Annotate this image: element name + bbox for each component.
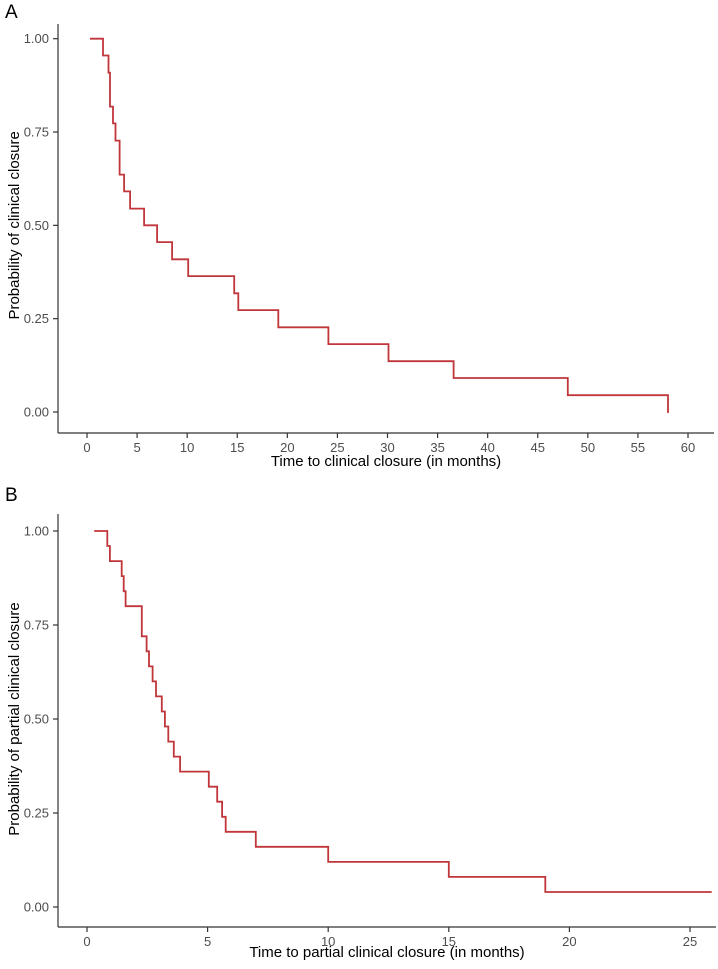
x-tick-label: 5 [204, 934, 211, 949]
x-tick-label: 0 [83, 934, 90, 949]
km-plot-clinical-closure: 0 5 10 15 20 25 30 35 40 45 50 55 60 0.00 0.25 0.50 0.75… [5, 2, 714, 470]
x-axis-title: Time to clinical closure (in months) [271, 453, 501, 470]
y-tick-label: 0.00 [24, 405, 49, 420]
y-axis-title: Probability of partial clinical closure [6, 602, 23, 835]
x-tick-label: 10 [321, 934, 335, 949]
km-plot-partial-clinical-closure: 0 5 10 15 20 25 0.00 0.25 0.50 0.75 1.00 Time to pa… [5, 485, 716, 961]
y-tick-label: 0.50 [24, 712, 49, 727]
y-tick-label: 0.25 [24, 311, 49, 326]
y-tick-label: 0.75 [24, 125, 49, 140]
x-tick-label: 10 [180, 440, 194, 455]
x-tick-label: 35 [430, 440, 444, 455]
x-tick-label: 60 [681, 440, 695, 455]
km-survival-curve [94, 530, 712, 893]
y-tick-label: 0.25 [24, 806, 49, 821]
x-tick-label: 0 [83, 440, 90, 455]
y-axis-title: Probability of clinical closure [6, 131, 23, 319]
y-tick-label: 0.00 [24, 900, 49, 915]
x-tick-label: 20 [280, 440, 294, 455]
panel-a: 0 5 10 15 20 25 30 35 40 45 50 55 60 0.00 0.25 0.50 0.75… [0, 0, 718, 480]
x-tick-label: 45 [531, 440, 545, 455]
x-tick-label: 30 [380, 440, 394, 455]
x-tick-label: 40 [480, 440, 494, 455]
x-tick-label: 25 [330, 440, 344, 455]
x-tick-label: 20 [562, 934, 576, 949]
x-tick-label: 15 [442, 934, 456, 949]
x-tick-label: 55 [631, 440, 645, 455]
y-tick-label: 1.00 [24, 524, 49, 539]
x-tick-label: 25 [683, 934, 697, 949]
y-tick-label: 0.75 [24, 618, 49, 633]
panel-letter: A [5, 2, 18, 23]
x-tick-label: 5 [133, 440, 140, 455]
x-tick-label: 50 [581, 440, 595, 455]
km-survival-curve [90, 37, 669, 413]
y-tick-label: 0.50 [24, 218, 49, 233]
x-axis-title: Time to partial clinical closure (in mon… [249, 944, 524, 961]
y-tick-label: 1.00 [24, 31, 49, 46]
x-tick-label: 15 [230, 440, 244, 455]
panel-letter: B [5, 485, 18, 506]
panel-b: 0 5 10 15 20 25 0.00 0.25 0.50 0.75 1.00 Time to pa… [0, 480, 718, 969]
